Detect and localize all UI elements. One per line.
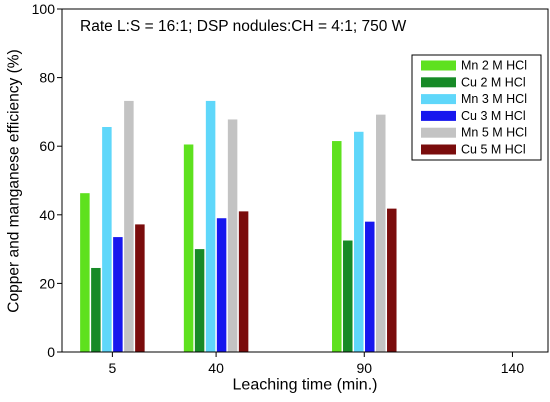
y-axis: 0 20 40 60 80 100	[32, 1, 62, 360]
y-tick-label: 0	[47, 344, 55, 360]
bar-mn-5-m-hcl-90	[376, 114, 386, 352]
bar-mn-3-m-hcl-5	[102, 126, 112, 353]
legend-item-cu-2-m-hcl: Cu 2 M HCl	[421, 75, 526, 89]
bar-cu-2-m-hcl-40	[194, 249, 205, 352]
bar-cu-5-m-hcl-5	[135, 224, 145, 352]
y-axis-label: Copper and manganese efficiency (%)	[6, 49, 23, 312]
legend-item-cu-3-m-hcl: Cu 3 M HCl	[421, 109, 526, 123]
legend-swatch	[421, 144, 456, 155]
legend-label: Mn 2 M HCl	[461, 59, 527, 73]
legend-swatch	[421, 60, 456, 71]
legend-swatch	[421, 110, 456, 121]
legend: Mn 2 M HCl Cu 2 M HCl Mn 3 M HCl Cu 3 M HCl…	[411, 54, 542, 161]
legend-label: Mn 5 M HCl	[461, 126, 527, 140]
bar-cu-2-m-hcl-5	[91, 267, 101, 352]
legend-box	[411, 54, 542, 161]
legend-item-cu-5-m-hcl: Cu 5 M HCl	[421, 143, 526, 157]
y-tick-label: 60	[39, 138, 55, 154]
bar-mn-5-m-hcl-40	[227, 119, 238, 352]
y-tick-label: 40	[39, 207, 55, 223]
legend-item-mn-3-m-hcl: Mn 3 M HCl	[421, 92, 527, 106]
bars-layer	[80, 100, 397, 353]
bar-cu-5-m-hcl-90	[387, 208, 397, 352]
legend-label: Cu 3 M HCl	[461, 109, 526, 123]
x-tick-label: 90	[356, 360, 372, 376]
bar-mn-3-m-hcl-90	[354, 131, 364, 352]
x-tick-label: 5	[108, 360, 116, 376]
y-tick-label: 80	[39, 70, 55, 86]
bar-mn-2-m-hcl-40	[183, 144, 194, 352]
bar-mn-5-m-hcl-5	[124, 100, 134, 352]
bar-cu-3-m-hcl-90	[365, 221, 375, 352]
plot-frame	[61, 8, 549, 353]
bar-cu-3-m-hcl-40	[216, 218, 227, 352]
bar-cu-5-m-hcl-40	[238, 211, 249, 352]
bar-cu-2-m-hcl-90	[343, 240, 353, 352]
x-axis-label: Leaching time (min.)	[233, 377, 378, 394]
chart-title: Rate L:S = 16:1; DSP nodules:CH = 4:1; 7…	[80, 18, 407, 35]
legend-item-mn-5-m-hcl: Mn 5 M HCl	[421, 126, 527, 140]
x-axis: 5 40 90 140	[108, 352, 524, 376]
y-tick-label: 100	[32, 1, 56, 17]
legend-swatch	[421, 77, 456, 88]
legend-label: Cu 2 M HCl	[461, 75, 526, 89]
x-tick-label: 140	[501, 360, 525, 376]
legend-swatch	[421, 94, 456, 105]
legend-label: Mn 3 M HCl	[461, 92, 527, 106]
legend-label: Cu 5 M HCl	[461, 143, 526, 157]
y-tick-label: 20	[39, 275, 55, 291]
bar-mn-3-m-hcl-40	[205, 100, 216, 352]
bar-mn-2-m-hcl-5	[80, 193, 90, 352]
legend-swatch	[421, 127, 456, 138]
legend-item-mn-2-m-hcl: Mn 2 M HCl	[421, 59, 527, 73]
bar-cu-3-m-hcl-5	[113, 237, 123, 352]
bar-mn-2-m-hcl-90	[332, 141, 342, 352]
x-tick-label: 40	[208, 360, 224, 376]
